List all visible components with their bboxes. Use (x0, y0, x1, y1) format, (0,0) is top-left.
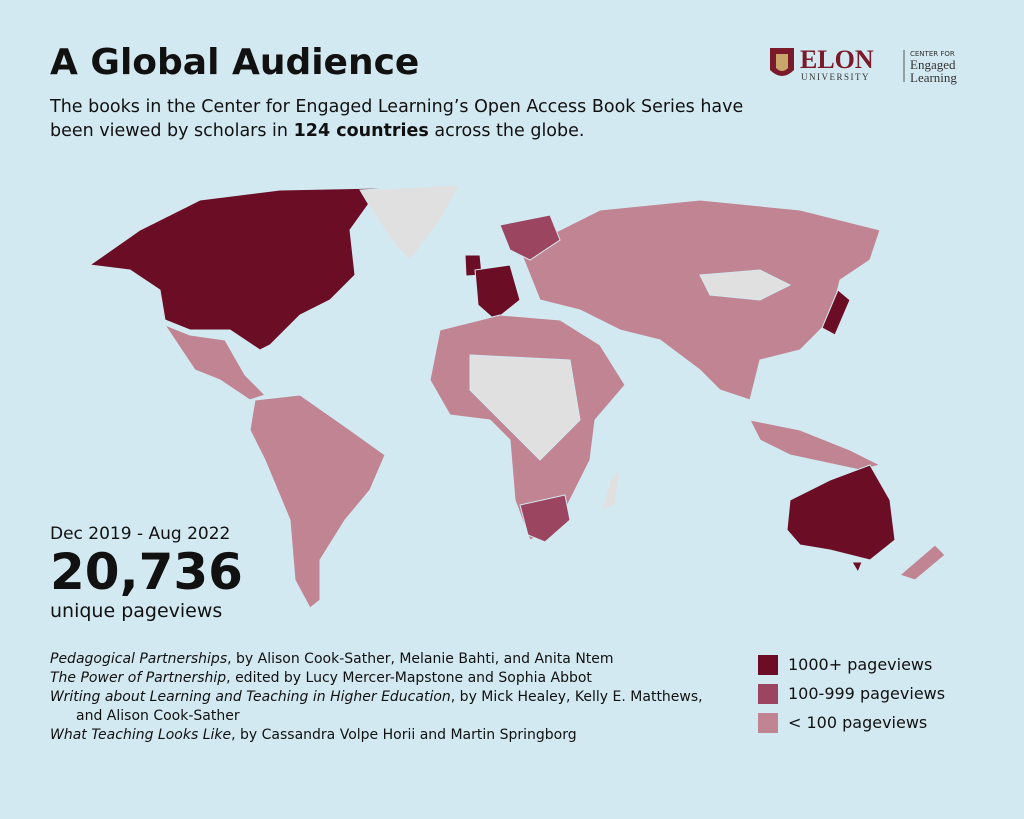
logo-center: CENTER FOR (910, 50, 955, 58)
scandinavia (499, 214, 561, 261)
legend-label: 1000+ pageviews (788, 655, 933, 674)
total: 20,736 (50, 543, 243, 601)
book: What Teaching Looks Like, by Cassandra V… (50, 726, 710, 745)
mongolia (699, 269, 792, 301)
madagascar (601, 468, 621, 511)
book-title: Pedagogical Partnerships (50, 651, 228, 667)
logo-emblem (776, 54, 788, 71)
legend-swatch (758, 683, 778, 704)
legend: 1000+ pageviews 100-999 pageviews < 100 pa… (758, 650, 945, 737)
logo-sub: UNIVERSITY (801, 72, 870, 82)
legend-swatch (758, 654, 778, 675)
asia (519, 199, 881, 401)
legend-item: < 100 pageviews (758, 708, 945, 737)
book: Writing about Learning and Teaching in H… (50, 688, 710, 726)
legend-item: 1000+ pageviews (758, 650, 945, 679)
africa-none (469, 354, 581, 461)
central-america (163, 323, 266, 401)
tasmania (851, 561, 863, 574)
book-title: What Teaching Looks Like (50, 727, 232, 743)
title: A Global Audience (50, 42, 420, 83)
subtitle-text: across the globe. (434, 121, 585, 141)
australia (786, 464, 896, 561)
logo-line: Learning (910, 70, 957, 85)
western-europe (474, 264, 521, 321)
legend-swatch (758, 712, 778, 733)
logo: ELON UNIVERSITY CENTER FOR Engaged Learn… (770, 46, 957, 85)
book-list: Pedagogical Partnerships, by Alison Cook… (50, 650, 710, 745)
north-america (88, 187, 381, 351)
book: The Power of Partnership, edited by Lucy… (50, 669, 710, 688)
book: Pedagogical Partnerships, by Alison Cook… (50, 650, 710, 669)
book-credit: , by Cassandra Volpe Horii and Martin Sp… (231, 727, 577, 743)
legend-item: 100-999 pageviews (758, 679, 945, 708)
south-america (249, 394, 386, 609)
legend-label: < 100 pageviews (788, 713, 928, 732)
subtitle: The books in the Center for Engaged Lear… (50, 95, 770, 143)
logo-name: ELON (800, 46, 874, 74)
japan (821, 289, 851, 336)
book-credit: , by Mick Healey, Kelly E. Matthews, and… (76, 689, 703, 724)
new-zealand (899, 544, 946, 581)
southeast-asia (749, 419, 882, 471)
book-title: The Power of Partnership (50, 670, 227, 686)
book-credit: , by Alison Cook-Sather, Melanie Bahti, … (227, 651, 614, 667)
subtitle-bold: 124 countries (293, 121, 429, 141)
unit: unique pageviews (50, 600, 223, 622)
period: Dec 2019 - Aug 2022 (50, 524, 231, 544)
subtitle-text: The books in the Center for Engaged Lear… (50, 97, 744, 141)
stats: Dec 2019 - Aug 2022 20,736 unique pagevi… (50, 524, 243, 622)
logo-line: Engaged (910, 57, 956, 72)
greenland (359, 184, 461, 261)
book-credit: , edited by Lucy Mercer-Mapstone and Sop… (226, 670, 592, 686)
south-africa (519, 494, 571, 543)
book-title: Writing about Learning and Teaching in H… (50, 689, 451, 705)
legend-label: 100-999 pageviews (788, 684, 946, 703)
